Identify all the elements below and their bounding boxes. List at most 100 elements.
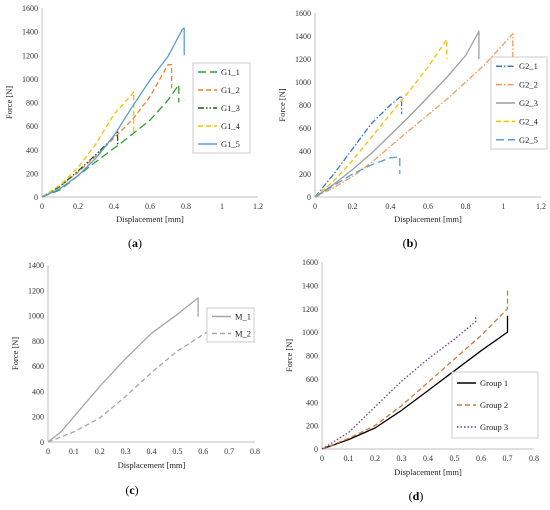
legend-label: M_2 — [235, 329, 251, 339]
y-tick-label: 0 — [307, 193, 311, 202]
legend-label: G1_1 — [221, 67, 240, 77]
y-tick-label: 800 — [306, 352, 318, 361]
x-tick-label: 0.6 — [476, 454, 486, 463]
x-tick-label: 1 — [501, 202, 505, 211]
y-tick-label: 0 — [40, 438, 44, 447]
chart-panel-4: 0 0.1 0.2 0.3 0.4 0.5 0.6 0.7 0.8 0 200 400 600 800 10… — [284, 258, 539, 503]
y-tick-label: 800 — [26, 99, 38, 108]
series-line-group-1 — [321, 315, 509, 450]
series-line-g1_5 — [41, 27, 185, 198]
x-tick-label: 0.3 — [121, 447, 131, 456]
y-tick-label: 1600 — [22, 4, 38, 13]
x-tick-label: 0.7 — [503, 454, 513, 463]
x-axis-label: Displacement [mm] — [116, 214, 184, 224]
series-line-g1_2 — [41, 64, 173, 198]
x-tick-label: 0.1 — [69, 447, 79, 456]
series-line-m_2 — [47, 323, 223, 443]
y-tick-label: 1600 — [302, 258, 318, 267]
legend-label: G2_2 — [519, 80, 538, 90]
panel-caption: (d) — [409, 489, 424, 503]
panel-caption: (b) — [403, 236, 418, 250]
x-tick-label: 0.8 — [250, 447, 260, 456]
series-line-g2_5 — [314, 156, 401, 198]
chart-panel-1: 0 0.2 0.4 0.6 0.8 1 1.2 0 200 400 600 800 1000 1200 14… — [4, 4, 263, 250]
x-tick-label: 0.2 — [348, 202, 358, 211]
series-line-g1_3 — [41, 130, 119, 198]
x-tick-label: 1 — [220, 202, 224, 211]
x-tick-label: 0.4 — [147, 447, 157, 456]
panel-caption: (a) — [128, 236, 142, 250]
x-tick-label: 0.3 — [397, 454, 407, 463]
x-tick-label: 0.6 — [198, 447, 208, 456]
y-tick-label: 1600 — [295, 9, 311, 18]
y-tick-label: 1400 — [22, 28, 38, 37]
legend-label: G1_4 — [221, 121, 241, 131]
y-tick-label: 400 — [26, 146, 38, 155]
x-tick-label: 0.8 — [461, 202, 471, 211]
y-tick-label: 600 — [26, 122, 38, 131]
y-tick-label: 0 — [314, 445, 318, 454]
legend-label: G2_4 — [519, 116, 539, 126]
y-tick-label: 1000 — [28, 312, 44, 321]
y-tick-label: 1400 — [28, 261, 44, 270]
legend-label: Group 3 — [480, 422, 508, 432]
series-line-g2_2 — [314, 33, 514, 198]
x-axis-label: Displacement [mm] — [394, 467, 462, 477]
y-tick-label: 400 — [299, 147, 311, 156]
y-tick-label: 800 — [32, 337, 44, 346]
y-tick-label: 1200 — [22, 51, 38, 60]
legend-label: G2_1 — [519, 61, 538, 71]
y-tick-label: 600 — [32, 362, 44, 371]
x-tick-label: 0.1 — [344, 454, 354, 463]
x-tick-label: 0 — [320, 454, 324, 463]
x-tick-label: 0 — [46, 447, 50, 456]
panel-caption: (c) — [125, 483, 138, 497]
y-tick-label: 0 — [34, 193, 38, 202]
y-tick-label: 1000 — [22, 75, 38, 84]
x-tick-label: 0.2 — [95, 447, 105, 456]
legend-label: G1_5 — [221, 139, 240, 149]
y-axis-label: Force [N] — [284, 339, 294, 372]
x-tick-label: 0.8 — [529, 454, 539, 463]
legend-box — [490, 56, 548, 150]
y-tick-label: 600 — [299, 124, 311, 133]
legend-label: G2_5 — [519, 135, 538, 145]
legend-label: M_1 — [235, 312, 251, 322]
y-axis-label: Force [N] — [10, 337, 20, 370]
y-tick-label: 1200 — [295, 55, 311, 64]
legend-label: G1_3 — [221, 103, 240, 113]
x-tick-label: 0.4 — [109, 202, 119, 211]
series-line-g2_1 — [314, 95, 403, 198]
x-tick-label: 0.4 — [423, 454, 433, 463]
y-tick-label: 400 — [32, 387, 44, 396]
chart-panel-3: 0 0.1 0.2 0.3 0.4 0.5 0.6 0.7 0.8 0 200 400 600 800 10… — [10, 261, 260, 497]
y-tick-label: 1200 — [28, 286, 44, 295]
y-tick-label: 600 — [306, 375, 318, 384]
x-tick-label: 0.4 — [385, 202, 395, 211]
series-line-m_1 — [47, 297, 199, 443]
x-tick-label: 0.2 — [73, 202, 83, 211]
y-axis-label: Force [N] — [277, 88, 287, 121]
series-line-g2_4 — [314, 38, 448, 198]
legend-label: G2_3 — [519, 98, 538, 108]
x-tick-label: 0.6 — [145, 202, 155, 211]
x-tick-label: 0.2 — [370, 454, 380, 463]
y-axis-label: Force [N] — [4, 86, 14, 119]
x-axis-label: Displacement [mm] — [394, 214, 462, 224]
x-tick-label: 0.8 — [181, 202, 191, 211]
y-tick-label: 1200 — [302, 305, 318, 314]
y-tick-label: 1000 — [295, 78, 311, 87]
x-tick-label: 0 — [40, 202, 44, 211]
legend-box — [206, 307, 255, 343]
x-tick-label: 0.5 — [172, 447, 182, 456]
y-tick-label: 200 — [32, 413, 44, 422]
x-tick-label: 0.6 — [423, 202, 433, 211]
x-tick-label: 0.7 — [224, 447, 234, 456]
legend-label: Group 2 — [480, 400, 508, 410]
y-tick-label: 800 — [299, 101, 311, 110]
legend-label: Group 1 — [480, 378, 508, 388]
y-tick-label: 1000 — [302, 328, 318, 337]
chart-panel-2: 0 0.2 0.4 0.6 0.8 1 1.2 0 200 400 600 800 1000 1200 14… — [277, 9, 548, 250]
series-line-g1_4 — [41, 91, 135, 198]
